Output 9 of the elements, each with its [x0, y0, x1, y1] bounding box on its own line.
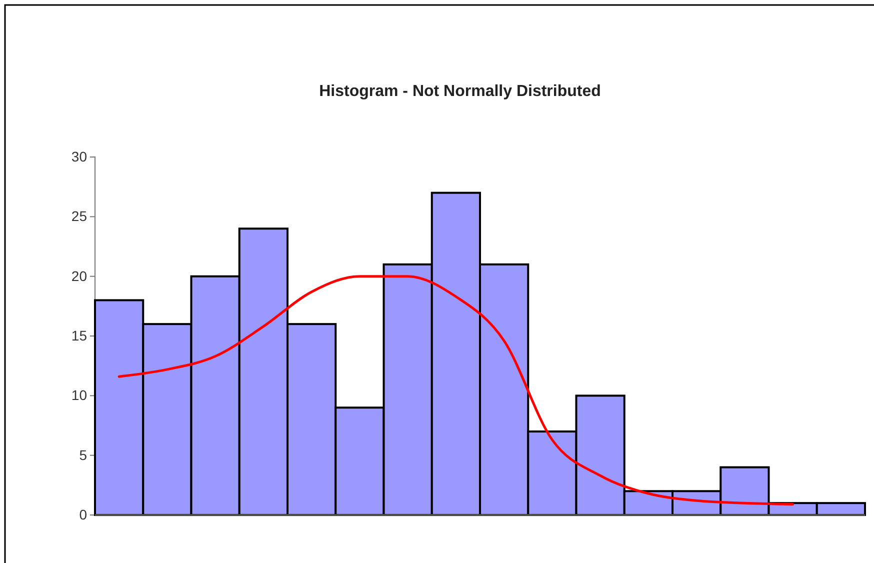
- y-tick-label: 15: [71, 327, 88, 344]
- y-tick-label: 25: [71, 208, 88, 224]
- y-tick-label: 5: [79, 446, 88, 463]
- y-tick-label: 20: [71, 268, 88, 284]
- y-tick-label: 10: [71, 387, 88, 404]
- line-series: [118, 275, 794, 506]
- y-tick-label: 0: [79, 506, 88, 522]
- y-tick-label: 30: [71, 148, 88, 164]
- chart-title: Histogram - Not Normally Distributed: [319, 83, 601, 100]
